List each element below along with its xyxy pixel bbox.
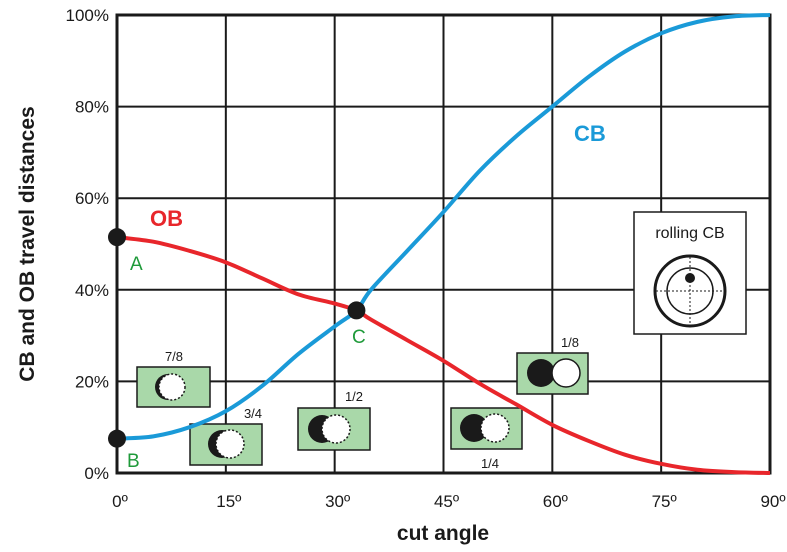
fraction-label-7-8: 7/8 (165, 349, 183, 364)
ob-series-line (116, 235, 771, 475)
y-tick-label: 40% (75, 281, 109, 300)
y-tick-label: 0% (84, 464, 109, 483)
x-tick-label: 60º (543, 492, 568, 511)
cb-series-label: CB (574, 121, 606, 146)
x-axis-title: cut angle (397, 522, 489, 545)
point-label-c: C (352, 327, 366, 348)
fraction-label-1-2: 1/2 (345, 389, 363, 404)
x-tick-labels: 0º 15º 30º 45º 60º 75º 90º (112, 492, 785, 511)
x-tick-label: 15º (216, 492, 241, 511)
x-tick-label: 75º (652, 492, 677, 511)
y-tick-label: 20% (75, 372, 109, 391)
rolling-cb-dot (685, 273, 695, 283)
key-points (108, 228, 366, 448)
y-tick-label: 80% (75, 98, 109, 117)
y-tick-label: 100% (66, 6, 109, 25)
ob-series-label: OB (150, 206, 183, 231)
cb-series-line (116, 13, 771, 441)
inset-title: rolling CB (655, 225, 724, 242)
fraction-icon-1-8: 1/8 (516, 335, 589, 395)
key-point-b (108, 429, 126, 448)
fraction-icon-3-4: 3/4 (189, 406, 263, 466)
y-tick-labels: 0% 20% 40% 60% 80% 100% (66, 6, 109, 483)
fraction-icon-1-4: 1/4 (450, 407, 523, 471)
point-label-b: B (127, 451, 140, 472)
fraction-icon-7-8: 7/8 (136, 349, 211, 408)
fraction-label-1-8: 1/8 (561, 335, 579, 350)
key-point-c (347, 301, 366, 320)
x-tick-label: 0º (112, 492, 128, 511)
x-tick-label: 45º (434, 492, 459, 511)
fraction-label-3-4: 3/4 (244, 406, 262, 421)
fraction-icon-1-2: 1/2 (297, 389, 371, 451)
y-tick-label: 60% (75, 189, 109, 208)
point-label-a: A (130, 254, 143, 275)
y-axis-title: CB and OB travel distances (16, 106, 39, 381)
key-point-a (108, 228, 126, 247)
x-tick-label: 30º (325, 492, 350, 511)
rolling-cb-inset: rolling CB (633, 211, 747, 335)
x-tick-label: 90º (760, 492, 785, 511)
fraction-label-1-4: 1/4 (481, 456, 499, 471)
